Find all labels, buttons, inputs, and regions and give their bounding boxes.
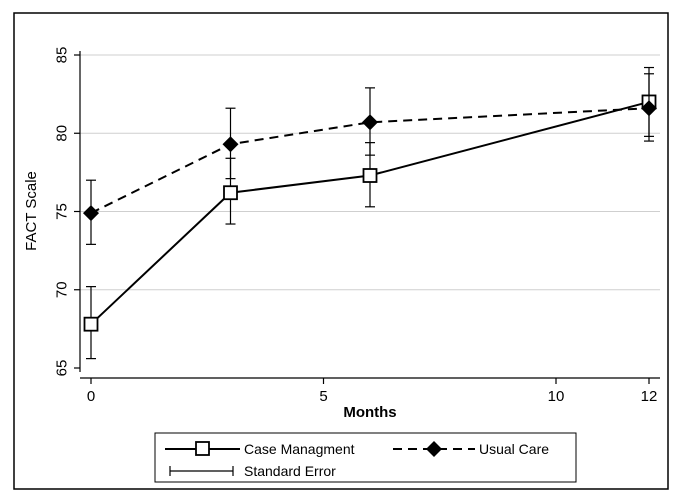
legend-box [154, 432, 577, 483]
data-point [83, 205, 99, 222]
legend-marker-usual-care [426, 441, 442, 457]
data-point [362, 114, 378, 131]
data-point [641, 100, 657, 117]
x-axis-label: Months [343, 404, 396, 421]
axis-ticks: 65 70 75 80 85 0 5 10 12 [54, 47, 658, 405]
y-tick-label: 80 [54, 125, 71, 142]
data-point [362, 168, 378, 183]
chart-frame [13, 12, 669, 490]
x-tick-label: 0 [87, 388, 95, 405]
y-tick-label: 75 [54, 203, 71, 220]
x-tick-label: 10 [548, 388, 565, 405]
legend-label-usual-care: Usual Care [479, 441, 549, 457]
series-line [90, 107, 650, 214]
y-axis-label: FACT Scale [23, 171, 40, 251]
data-point [222, 136, 239, 153]
legend-marker-case-management [195, 441, 210, 456]
x-tick-label: 12 [641, 388, 658, 405]
y-tick-label: 70 [54, 281, 71, 298]
legend: Case Managment Usual Care Standard Error [154, 432, 577, 483]
series-layer [83, 66, 657, 360]
legend-label-standard-error: Standard Error [244, 463, 336, 479]
y-tick-label: 85 [54, 47, 71, 64]
x-tick-label: 5 [319, 388, 327, 405]
y-tick-label: 65 [54, 360, 71, 377]
data-point [83, 316, 99, 332]
series-line [90, 100, 650, 325]
series-1 [83, 73, 657, 245]
data-point [223, 185, 238, 201]
legend-label-case-management: Case Managment [244, 441, 355, 457]
